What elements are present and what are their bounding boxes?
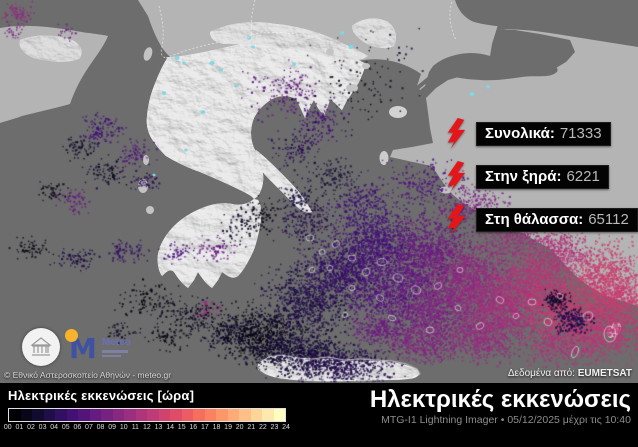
lightning-bolt-icon: [447, 118, 466, 149]
stat-box-land: Στην ξηρά: 6221: [476, 164, 609, 189]
observatory-logo-icon: [22, 328, 60, 366]
colorbar-segment: [181, 409, 193, 421]
colorbar-segment: [273, 409, 285, 421]
lightning-bolt-icon: [447, 161, 466, 192]
footer-bar: Ηλεκτρικές εκκενώσεις [ώρα] 00 01 02 03 04 05…: [0, 383, 638, 447]
tick-label: 04: [50, 424, 59, 431]
tick-label: 15: [177, 424, 186, 431]
tick-label: 08: [96, 424, 105, 431]
lightning-bolt-icon: [447, 204, 466, 235]
data-source-credit: Δεδομένα από: EUMETSAT: [508, 368, 632, 379]
title-block: Ηλεκτρικές εκκενώσεις MTG-I1 Lightning I…: [369, 386, 631, 427]
meteo-tagline-line: [101, 350, 128, 353]
stat-value: 65112: [588, 210, 629, 228]
lightning-dots-layer: [0, 0, 638, 383]
meteo-wordmark: Meteo: [101, 337, 131, 348]
tick-label: 12: [143, 424, 151, 431]
map-area: Συνολικά: 71333 Στην ξηρά: 6221 Στη θάλασσ…: [0, 0, 638, 383]
stat-value: 71333: [559, 124, 602, 142]
colorbar-segment: [158, 409, 170, 421]
stat-row-total: Συνολικά: 71333: [444, 118, 638, 149]
tick-label: 16: [189, 424, 198, 431]
lightning-stats: Συνολικά: 71333 Στην ξηρά: 6221 Στη θάλασσ…: [444, 118, 638, 250]
colorbar-segment: [55, 409, 67, 421]
stat-label: Στη θάλασσα:: [485, 210, 584, 228]
page-subtitle: MTG-I1 Lightning Imager • 05/12/2025 μέχ…: [381, 414, 631, 426]
copyright-credit: © Εθνικό Αστεροσκοπείο Αθηνών - meteo.gr: [4, 370, 172, 380]
stat-label: Συνολικά:: [485, 124, 555, 142]
hour-tick-labels: 00 01 02 03 04 05 06 07 08 09 10 11 12 13 14 15 16 17 18 19…: [2, 424, 292, 431]
stat-row-land: Στην ξηρά: 6221: [444, 161, 638, 192]
page-title: Ηλεκτρικές εκκενώσεις: [369, 386, 631, 413]
colorbar-segment: [216, 409, 228, 421]
tick-label: 05: [61, 424, 70, 431]
tick-label: 14: [166, 424, 174, 431]
tick-label: 22: [258, 424, 267, 431]
stat-box-sea: Στη θάλασσα: 65112: [476, 207, 638, 232]
tick-label: 19: [224, 424, 232, 431]
data-source-label: Δεδομένα από:: [507, 368, 575, 379]
logos-block: M Meteo: [22, 328, 131, 366]
tick-label: 00: [3, 424, 12, 431]
colorbar-segment: [262, 409, 274, 421]
tick-label: 10: [119, 424, 128, 431]
colorbar-segment: [66, 409, 78, 421]
tick-label: 18: [212, 424, 221, 431]
hour-colorbar: [8, 408, 286, 422]
colorbar-segment: [9, 409, 21, 421]
colorbar-segment: [250, 409, 262, 421]
meteo-logo: M Meteo: [65, 329, 131, 363]
meteo-tagline-line: [101, 354, 121, 357]
colorbar-segment: [147, 409, 159, 421]
legend-block: Ηλεκτρικές εκκενώσεις [ώρα] 00 01 02 03 04 05…: [4, 388, 292, 431]
tick-label: 24: [282, 424, 290, 431]
tick-label: 23: [270, 424, 279, 431]
tick-label: 11: [131, 424, 139, 431]
colorbar-segment: [32, 409, 44, 421]
colorbar-segment: [101, 409, 113, 421]
tick-label: 02: [27, 424, 35, 431]
colorbar-segment: [204, 409, 216, 421]
tick-label: 09: [108, 424, 117, 431]
colorbar-segment: [89, 409, 101, 421]
colorbar-segment: [43, 409, 55, 421]
stat-box-total: Συνολικά: 71333: [476, 121, 611, 146]
stat-value: 6221: [566, 167, 600, 185]
observatory-emblem-icon: [30, 337, 52, 356]
tick-label: 07: [85, 424, 93, 431]
stat-label: Στην ξηρά:: [485, 167, 562, 185]
tick-label: 01: [15, 424, 24, 431]
stat-row-sea: Στη θάλασσα: 65112: [444, 204, 638, 235]
colorbar-segment: [78, 409, 90, 421]
colorbar-segment: [227, 409, 239, 421]
legend-title: Ηλεκτρικές εκκενώσεις [ώρα]: [8, 388, 195, 403]
colorbar-segment: [124, 409, 136, 421]
colorbar-segment: [239, 409, 251, 421]
colorbar-segment: [112, 409, 124, 421]
tick-label: 06: [73, 424, 82, 431]
tick-label: 20: [235, 424, 244, 431]
tick-label: 21: [247, 424, 256, 431]
tick-label: 17: [200, 424, 209, 431]
colorbar-segment: [193, 409, 205, 421]
colorbar-segment: [170, 409, 182, 421]
tick-label: 03: [38, 424, 47, 431]
data-source-value: EUMETSAT: [577, 368, 632, 379]
tick-label: 13: [154, 424, 163, 431]
colorbar-segment: [135, 409, 147, 421]
meteo-logo-text: Meteo: [101, 337, 131, 361]
meteo-logo-dot-icon: [65, 329, 78, 342]
colorbar-segment: [20, 409, 32, 421]
